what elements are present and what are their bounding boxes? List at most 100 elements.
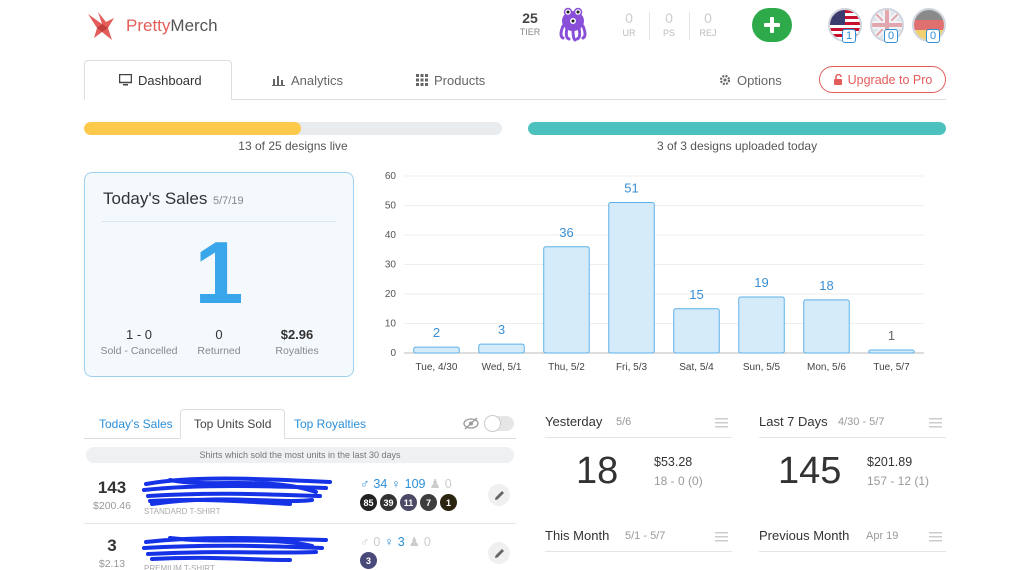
redacted-title-scribble-icon — [142, 476, 332, 506]
tab-top-royalties[interactable]: Top Royalties — [294, 417, 367, 431]
male-fit-icon: ♂ — [360, 534, 370, 549]
tab-analytics-label: Analytics — [291, 72, 344, 88]
de-count-badge: 0 — [926, 29, 941, 43]
tab-top-units-sold[interactable]: Top Units Sold — [180, 409, 286, 439]
color-count-badge: 3 — [360, 552, 377, 569]
kid-fit-icon: ♟ — [408, 535, 420, 549]
menu-icon[interactable] — [929, 418, 942, 428]
sold-cancelled-stat: 1 - 0 Sold - Cancelled — [100, 327, 178, 357]
app-name: PrettyMerch — [126, 16, 218, 35]
designs-uploaded-progress — [528, 122, 946, 135]
this-month-title: This Month — [545, 528, 610, 543]
product-revenue: $200.46 — [93, 500, 131, 512]
units-sold: 3 — [107, 536, 117, 555]
menu-icon[interactable] — [715, 532, 728, 542]
bar — [673, 308, 720, 354]
color-count-badge: 1 — [440, 494, 457, 511]
add-design-button[interactable] — [752, 8, 792, 42]
daily-sales-bar-chart: 0 10 20 30 40 50 60 2 Tue, 4/30 3 Wed, 5/1 36 Thu, 5… — [385, 171, 924, 373]
divider — [759, 551, 946, 552]
last-7-days-date: 4/30 - 5/7 — [838, 416, 885, 428]
upgrade-button[interactable]: Upgrade to Pro — [819, 66, 946, 93]
tab-todays-sales[interactable]: Today's Sales — [99, 417, 173, 431]
this-month-date: 5/1 - 5/7 — [625, 530, 666, 542]
x-tick-label: Sat, 5/4 — [679, 362, 714, 373]
yesterday-sold-cancelled: 18 - 0 (0) — [654, 474, 703, 488]
yesterday-units: 18 — [576, 450, 619, 492]
yesterday-date: 5/6 — [616, 416, 632, 428]
male-fit-icon: ♂ — [360, 476, 370, 491]
designs-live-progress — [84, 122, 502, 135]
bar — [543, 246, 590, 354]
royalties-stat: $2.96 Royalties — [275, 327, 319, 357]
fit-breakdown: ♂ 0 ♀ 3 ♟ 0 — [360, 534, 431, 550]
menu-icon[interactable] — [715, 418, 728, 428]
y-tick-label: 40 — [385, 230, 397, 241]
data-label: 3 — [498, 322, 505, 337]
x-tick-label: Tue, 5/7 — [873, 362, 910, 373]
data-label: 1 — [888, 328, 895, 343]
bar — [868, 349, 915, 354]
unlock-icon — [833, 74, 842, 85]
todays-sales-date: 5/7/19 — [213, 195, 244, 207]
edit-product-button[interactable] — [488, 484, 510, 506]
pencil-icon — [494, 490, 504, 500]
last-7-days-units: 145 — [778, 450, 842, 492]
redacted-title-scribble-icon — [142, 536, 328, 562]
y-tick-label: 10 — [385, 319, 397, 330]
divider — [759, 437, 946, 438]
app-logo[interactable]: PrettyMerch — [86, 10, 218, 42]
designs-uploaded-fill — [528, 122, 946, 135]
options-label: Options — [737, 72, 782, 88]
gear-icon — [719, 74, 731, 86]
color-badges: 3 — [360, 552, 377, 569]
tier-indicator: 25 TIER — [519, 10, 541, 37]
units-sold: 143 — [97, 478, 127, 497]
monitor-icon — [119, 74, 132, 86]
x-tick-label: Fri, 5/3 — [616, 362, 648, 373]
uk-count-badge: 0 — [884, 29, 899, 43]
last-7-days-title: Last 7 Days — [759, 414, 828, 429]
upgrade-label: Upgrade to Pro — [847, 72, 933, 87]
bar — [608, 202, 655, 354]
plus-icon — [764, 17, 780, 33]
color-count-badge: 85 — [360, 494, 377, 511]
y-tick-label: 0 — [390, 348, 396, 359]
data-label: 36 — [559, 225, 573, 240]
data-label: 2 — [433, 325, 440, 340]
us-count-badge: 1 — [842, 29, 857, 43]
bird-logo-icon — [88, 12, 114, 40]
edit-product-button[interactable] — [488, 542, 510, 564]
todays-sales-count: 1 — [194, 223, 244, 322]
tab-products[interactable]: Products — [416, 60, 485, 100]
divider — [545, 437, 732, 438]
bar — [803, 299, 850, 354]
female-fit-count: 3 — [397, 534, 405, 549]
divider — [102, 221, 336, 222]
x-tick-label: Sun, 5/5 — [743, 362, 781, 373]
divider — [689, 12, 690, 40]
octopus-mascot-icon — [555, 6, 591, 47]
x-tick-label: Tue, 4/30 — [416, 362, 458, 373]
designs-live-label: 13 of 25 designs live — [238, 139, 348, 153]
color-count-badge: 11 — [400, 494, 417, 511]
stat-rejected: 0 REJ — [699, 10, 717, 38]
data-label: 19 — [754, 275, 768, 290]
tab-dashboard[interactable]: Dashboard — [84, 60, 232, 100]
toggle-knob — [484, 415, 501, 432]
returned-stat: 0 Returned — [197, 327, 241, 357]
tab-dashboard-label: Dashboard — [138, 72, 202, 88]
divider — [649, 12, 650, 40]
y-tick-label: 60 — [385, 171, 397, 182]
hide-toggle[interactable] — [484, 415, 514, 432]
options-link[interactable]: Options — [719, 60, 782, 100]
todays-sales-title: Today's Sales — [103, 189, 208, 208]
menu-icon[interactable] — [929, 532, 942, 542]
last-7-days-royalties: $201.89 — [867, 455, 913, 469]
tab-analytics[interactable]: Analytics — [272, 60, 343, 100]
color-count-badge: 7 — [420, 494, 437, 511]
todays-sales-card: Today's Sales 5/7/19 1 1 - 0 Sold - Canc… — [84, 172, 354, 377]
grid-icon — [416, 74, 428, 86]
data-label: 15 — [689, 287, 703, 302]
male-fit-count: 0 — [373, 534, 381, 549]
